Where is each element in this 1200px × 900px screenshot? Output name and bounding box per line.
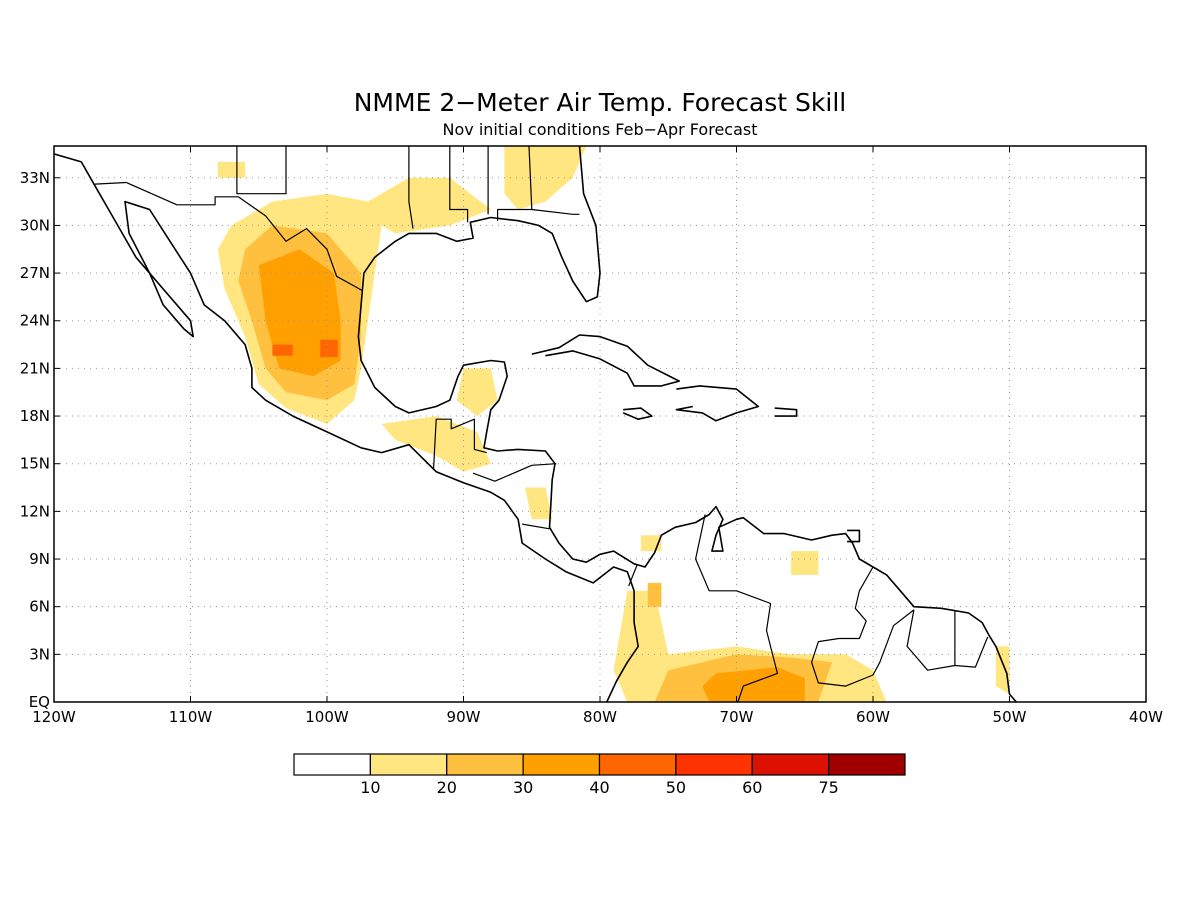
- central-america-lines: [472, 463, 557, 482]
- map-title: NMME 2−Meter Air Temp. Forecast Skill: [354, 88, 847, 117]
- us-state-lines: [236, 146, 287, 195]
- colorbar-swatch-6: [751, 753, 830, 776]
- skill-region-texas-band: [367, 177, 491, 234]
- colorbar-swatch-3: [522, 753, 601, 776]
- lat-label-9N: 9N: [29, 550, 50, 568]
- panama-colombia: [628, 565, 638, 587]
- colorbar-swatch-7: [828, 753, 906, 776]
- colorbar-swatch-0: [293, 753, 371, 776]
- skill-shading-layer: [217, 146, 1010, 702]
- skill-region-southeast-us: [504, 146, 587, 210]
- suriname-lines: [906, 609, 956, 671]
- coastline-layer: [54, 146, 1017, 702]
- map-subtitle: Nov initial conditions Feb−Apr Forecast: [443, 120, 758, 139]
- lon-label-90W: 90W: [447, 708, 481, 726]
- lon-label-60W: 60W: [856, 708, 890, 726]
- colorbar-swatch-5: [675, 753, 753, 776]
- skill-region-guiana-coast: [995, 646, 1010, 695]
- lat-label-24N: 24N: [20, 312, 50, 330]
- map-background: [54, 146, 1146, 702]
- lat-label-6N: 6N: [29, 598, 50, 616]
- lat-label-30N: 30N: [20, 216, 50, 234]
- skill-region-colombia-spot: [647, 582, 662, 607]
- lon-label-70W: 70W: [720, 708, 754, 726]
- skill-region-sierra-norte: [217, 161, 246, 178]
- border-layer: [94, 146, 989, 702]
- skill-region-yucatan: [456, 368, 498, 417]
- trinidad: [847, 529, 861, 543]
- colorbar: 10 20 30 40 50 60 75: [293, 753, 906, 797]
- colorbar-swatch-4: [598, 753, 677, 776]
- cuba: [531, 334, 681, 387]
- skill-region-southern-mexico: [381, 416, 491, 472]
- guatemala-belize: [432, 418, 487, 471]
- skill-region-honduras: [524, 487, 553, 520]
- lon-label-80W: 80W: [583, 708, 617, 726]
- lat-label-27N: 27N: [20, 264, 50, 282]
- us-mexico-border: [94, 181, 363, 292]
- venezuela-guyana: [810, 566, 915, 687]
- hispaniola: [675, 385, 760, 422]
- colorbar-label-50: 50: [666, 778, 686, 797]
- texas-louisiana: [408, 146, 414, 229]
- colorbar-swatch-2: [446, 753, 524, 776]
- lon-label-100W: 100W: [305, 708, 349, 726]
- gulf-coast: [357, 146, 1017, 702]
- puerto-rico: [774, 407, 798, 417]
- lon-label-50W: 50W: [993, 708, 1027, 726]
- georgia-line: [497, 146, 533, 221]
- jamaica: [622, 407, 653, 421]
- axis-ticks: 120W 110W 100W 90W 80W 70W 60W 50W 40W 33N 30N 27N 2…: [20, 146, 1163, 726]
- colorbar-label-20: 20: [437, 778, 457, 797]
- colorbar-swatch-1: [369, 753, 448, 776]
- north-america-coast: [54, 153, 640, 702]
- french-guiana: [954, 636, 989, 668]
- lat-label-18N: 18N: [20, 407, 50, 425]
- nicaragua-costa-rica: [522, 523, 550, 530]
- lat-label-3N: 3N: [29, 645, 50, 663]
- lat-label-21N: 21N: [20, 359, 50, 377]
- colombia-venezuela: [694, 514, 779, 702]
- lat-label-33N: 33N: [20, 169, 50, 187]
- colorbar-label-10: 10: [360, 778, 380, 797]
- gulf-states: [449, 146, 469, 223]
- lon-label-110W: 110W: [169, 708, 213, 726]
- lat-label-EQ: EQ: [29, 693, 50, 711]
- skill-region-venezuela-spot: [791, 551, 819, 575]
- florida-line: [531, 208, 580, 215]
- colorbar-label-60: 60: [742, 778, 762, 797]
- lat-label-12N: 12N: [20, 502, 50, 520]
- colorbar-label-75: 75: [818, 778, 838, 797]
- skill-region-mexico-hot-west: [272, 344, 293, 356]
- skill-region-mexico-hot-east: [320, 339, 338, 358]
- lon-label-40W: 40W: [1129, 708, 1163, 726]
- lat-label-15N: 15N: [20, 455, 50, 473]
- lon-label-120W: 120W: [32, 708, 76, 726]
- colorbar-label-30: 30: [513, 778, 533, 797]
- colorbar-label-40: 40: [589, 778, 609, 797]
- skill-region-amazon-inner: [702, 667, 805, 702]
